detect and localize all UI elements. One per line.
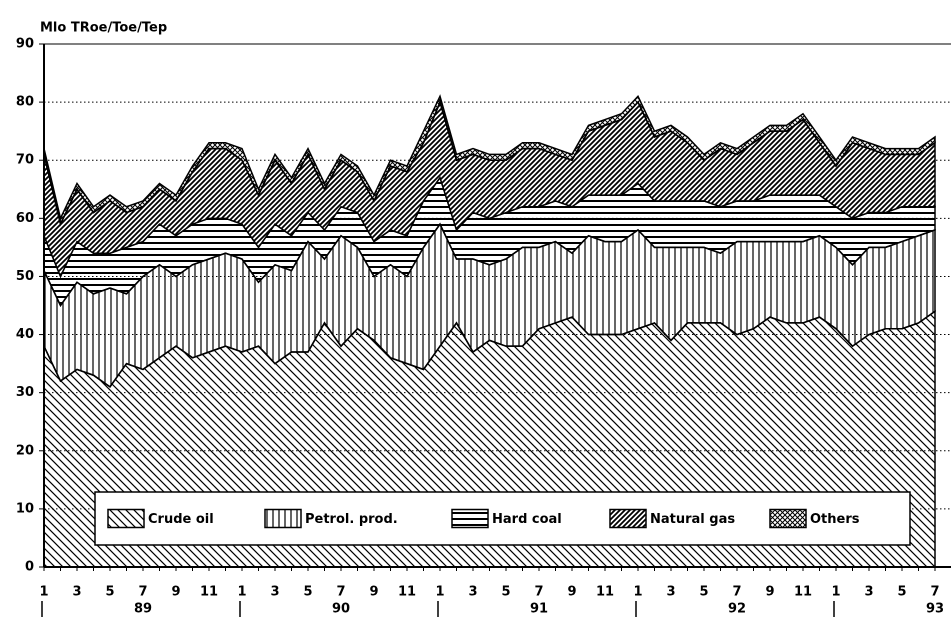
legend-swatch	[769, 508, 807, 529]
y-tick-label: 20	[16, 443, 34, 458]
x-tick-label: 7	[732, 585, 741, 600]
x-tick-label: 5	[501, 585, 510, 600]
y-tick-label: 10	[16, 501, 34, 516]
x-tick-label: 7	[336, 585, 345, 600]
x-tick-label: 7	[930, 585, 939, 600]
legend-swatch	[107, 508, 145, 529]
x-tick-label: 9	[765, 585, 774, 600]
year-label: 89	[134, 602, 152, 617]
x-tick-label: 1	[435, 585, 444, 600]
year-label: 93	[926, 602, 944, 617]
x-tick-label: 5	[897, 585, 906, 600]
legend-label: Petrol. prod.	[305, 512, 398, 527]
x-tick-label: 7	[534, 585, 543, 600]
legend-label: Crude oil	[148, 512, 214, 527]
y-tick-label: 60	[16, 211, 34, 226]
x-tick-label: 1	[39, 585, 48, 600]
x-tick-label: 9	[171, 585, 180, 600]
legend-label: Hard coal	[492, 512, 562, 527]
x-tick-label: 5	[303, 585, 312, 600]
x-tick-label: 1	[237, 585, 246, 600]
legend-label: Others	[810, 512, 860, 527]
x-tick-label: 11	[596, 585, 614, 600]
x-tick-label: 5	[699, 585, 708, 600]
legend-label: Natural gas	[650, 512, 735, 527]
x-tick-label: 9	[369, 585, 378, 600]
x-tick-label: 1	[633, 585, 642, 600]
legend-swatch	[609, 508, 647, 529]
y-tick-label: 30	[16, 385, 34, 400]
y-tick-label: 50	[16, 269, 34, 284]
year-label: 91	[530, 602, 548, 617]
legend-swatch	[451, 508, 489, 529]
y-tick-label: 70	[16, 153, 34, 168]
x-tick-label: 11	[794, 585, 812, 600]
x-tick-label: 7	[138, 585, 147, 600]
x-tick-label: 11	[200, 585, 218, 600]
x-tick-label: 11	[398, 585, 416, 600]
y-tick-label: 80	[16, 95, 34, 110]
y-tick-label: 90	[16, 37, 34, 52]
x-tick-label: 9	[567, 585, 576, 600]
year-label: 90	[332, 602, 350, 617]
legend-swatch	[264, 508, 302, 529]
x-tick-label: 3	[270, 585, 279, 600]
x-tick-label: 3	[468, 585, 477, 600]
x-tick-label: 3	[864, 585, 873, 600]
x-tick-label: 3	[72, 585, 81, 600]
x-tick-label: 5	[105, 585, 114, 600]
y-tick-label: 0	[25, 560, 34, 575]
area	[44, 94, 936, 227]
y-tick-label: 40	[16, 327, 34, 342]
y-axis-title: Mlo TRoe/Toe/Tep	[40, 21, 167, 36]
year-label: 92	[728, 602, 746, 617]
x-tick-label: 3	[666, 585, 675, 600]
x-tick-label: 1	[831, 585, 840, 600]
